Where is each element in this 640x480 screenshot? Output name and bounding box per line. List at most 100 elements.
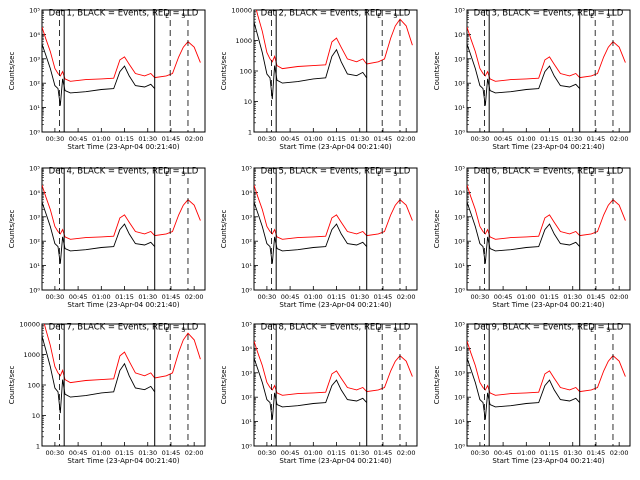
x-tick-label: 01:30 bbox=[563, 449, 582, 457]
x-tick-label: 01:15 bbox=[540, 293, 559, 301]
y-tick-label: 10² bbox=[241, 394, 252, 402]
y-tick-label: 10³ bbox=[454, 55, 465, 63]
x-tick-label: 01:30 bbox=[350, 293, 369, 301]
x-axis-label: Start Time (23-Apr-04 00:21:40) bbox=[279, 301, 391, 309]
panel-title: Det 9, BLACK = Events, RED = LLD bbox=[474, 323, 624, 333]
panel-title: Det 1, BLACK = Events, RED = LLD bbox=[49, 9, 199, 19]
panel-det-1: Det 1, BLACK = Events, RED = LLD 10⁰ 10¹ 10… bbox=[8, 7, 206, 151]
series-line-lld bbox=[254, 340, 413, 396]
y-tick-label: 10¹ bbox=[29, 104, 40, 112]
plot-frame bbox=[41, 9, 206, 133]
y-tick-label: 10³ bbox=[454, 369, 465, 377]
x-axis-label: Start Time (23-Apr-04 00:21:40) bbox=[67, 457, 179, 465]
x-tick-label: 01:30 bbox=[350, 135, 369, 143]
y-tick-label: 10⁵ bbox=[241, 321, 252, 329]
x-axis-label: Start Time (23-Apr-04 00:21:40) bbox=[492, 457, 604, 465]
series-line-events bbox=[42, 43, 156, 106]
x-tick-label: 02:00 bbox=[610, 135, 629, 143]
x-tick-label: 01:30 bbox=[138, 449, 157, 457]
x-tick-label: 02:00 bbox=[397, 449, 416, 457]
panel-title: Det 8, BLACK = Events, RED = LLD bbox=[261, 323, 411, 333]
y-tick-label: 1 bbox=[36, 443, 40, 451]
x-tick-label: 01:15 bbox=[327, 449, 346, 457]
x-tick-label: 01:15 bbox=[327, 135, 346, 143]
marker-letter: E bbox=[165, 171, 169, 178]
y-tick-label: 10⁵ bbox=[241, 165, 252, 173]
series-line-lld bbox=[255, 10, 413, 70]
series-line-events bbox=[467, 357, 581, 420]
y-tick-label: 10² bbox=[241, 238, 252, 246]
x-tick-label: 00:45 bbox=[494, 293, 513, 301]
marker-letter: E bbox=[377, 13, 381, 20]
panel-det-7: Det 7, BLACK = Events, RED = LLD 1 10 100 10… bbox=[8, 321, 206, 465]
x-tick-label: 00:30 bbox=[46, 293, 65, 301]
series-line-events bbox=[254, 357, 368, 420]
x-tick-label: 01:30 bbox=[138, 293, 157, 301]
plot-frame bbox=[41, 323, 206, 447]
x-tick-label: 00:30 bbox=[46, 135, 65, 143]
series-line-lld bbox=[42, 184, 201, 240]
series-line-lld bbox=[43, 324, 201, 384]
y-tick-label: 10⁴ bbox=[454, 31, 465, 39]
y-tick-label: 10⁵ bbox=[29, 165, 40, 173]
y-axis-label: Counts/sec bbox=[8, 210, 16, 249]
y-tick-label: 10¹ bbox=[454, 418, 465, 426]
y-tick-label: 10⁴ bbox=[241, 189, 252, 197]
series-line-lld bbox=[42, 26, 201, 82]
marker-letter: E bbox=[165, 13, 169, 20]
panel-title: Det 3, BLACK = Events, RED = LLD bbox=[474, 9, 624, 19]
x-axis-label: Start Time (23-Apr-04 00:21:40) bbox=[67, 143, 179, 151]
x-tick-label: 02:00 bbox=[610, 293, 629, 301]
y-tick-label: 10⁰ bbox=[454, 287, 465, 295]
y-tick-label: 10⁰ bbox=[454, 129, 465, 137]
y-tick-label: 10² bbox=[29, 238, 40, 246]
series-line-lld bbox=[467, 340, 626, 396]
plot-frame bbox=[253, 9, 418, 133]
series-line-events bbox=[254, 21, 368, 100]
panel-title: Det 5, BLACK = Events, RED = LLD bbox=[261, 167, 411, 177]
x-tick-label: 00:45 bbox=[69, 449, 88, 457]
y-tick-label: 10³ bbox=[29, 213, 40, 221]
y-axis-label: Counts/sec bbox=[220, 52, 228, 91]
marker-letter: S bbox=[606, 171, 610, 178]
y-tick-label: 10² bbox=[454, 80, 465, 88]
x-tick-label: 01:00 bbox=[92, 293, 111, 301]
x-tick-label: 02:00 bbox=[397, 293, 416, 301]
marker-letter: E bbox=[590, 327, 594, 334]
x-tick-label: 02:00 bbox=[185, 135, 204, 143]
x-tick-label: 02:00 bbox=[185, 449, 204, 457]
x-tick-label: 01:45 bbox=[374, 449, 393, 457]
x-tick-label: 01:45 bbox=[162, 135, 181, 143]
panel-det-5: Det 5, BLACK = Events, RED = LLD 10⁰ 10¹ 10… bbox=[220, 165, 418, 309]
marker-letter: E bbox=[590, 171, 594, 178]
y-tick-label: 10⁴ bbox=[29, 31, 40, 39]
series-line-events bbox=[467, 43, 581, 106]
panel-title: Det 2, BLACK = Events, RED = LLD bbox=[261, 9, 411, 19]
marker-letter: S bbox=[393, 171, 397, 178]
x-tick-label: 01:15 bbox=[540, 135, 559, 143]
plot-frame bbox=[253, 167, 418, 291]
y-tick-label: 10⁴ bbox=[454, 345, 465, 353]
x-tick-label: 01:00 bbox=[517, 293, 536, 301]
x-tick-label: 00:30 bbox=[471, 135, 490, 143]
series-line-lld bbox=[467, 184, 626, 240]
x-tick-label: 00:30 bbox=[258, 135, 277, 143]
x-axis-label: Start Time (23-Apr-04 00:21:40) bbox=[492, 143, 604, 151]
x-tick-label: 01:15 bbox=[327, 293, 346, 301]
plot-frame bbox=[41, 167, 206, 291]
x-tick-label: 01:45 bbox=[374, 135, 393, 143]
marker-letter: E bbox=[590, 13, 594, 20]
y-tick-label: 10¹ bbox=[454, 262, 465, 270]
y-tick-label: 10³ bbox=[241, 369, 252, 377]
y-tick-label: 10⁰ bbox=[454, 443, 465, 451]
panel-title: Det 4, BLACK = Events, RED = LLD bbox=[49, 167, 199, 177]
x-tick-label: 02:00 bbox=[185, 293, 204, 301]
marker-letter: S bbox=[606, 327, 610, 334]
y-tick-label: 10⁰ bbox=[241, 287, 252, 295]
x-tick-label: 01:30 bbox=[138, 135, 157, 143]
x-tick-label: 01:45 bbox=[587, 449, 606, 457]
x-tick-label: 00:45 bbox=[281, 135, 300, 143]
y-tick-label: 1 bbox=[248, 129, 252, 137]
x-tick-label: 00:45 bbox=[494, 135, 513, 143]
